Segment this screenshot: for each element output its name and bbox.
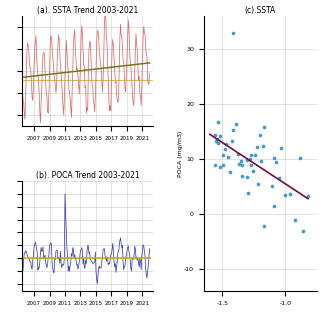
Point — [271, 155, 276, 160]
Point — [230, 128, 235, 133]
Point — [214, 136, 220, 141]
Point — [217, 164, 222, 170]
Point — [269, 183, 275, 188]
Title: (a). SSTA Trend 2003-2021: (a). SSTA Trend 2003-2021 — [37, 6, 138, 15]
Point — [222, 147, 228, 152]
Point — [235, 151, 240, 156]
Point — [298, 156, 303, 161]
Point — [247, 156, 252, 162]
Point — [261, 224, 266, 229]
Point — [215, 140, 220, 145]
Point — [245, 158, 250, 163]
Point — [238, 158, 244, 164]
Point — [230, 30, 235, 35]
Point — [229, 139, 234, 144]
Point — [283, 192, 288, 197]
Point — [271, 204, 276, 209]
Point — [220, 153, 226, 158]
Point — [252, 152, 258, 157]
Point — [258, 132, 263, 137]
Point — [249, 162, 254, 167]
Point — [276, 175, 282, 180]
Point — [213, 132, 218, 137]
Point — [215, 120, 220, 125]
Point — [245, 190, 251, 196]
Y-axis label: POCA (mg/m3): POCA (mg/m3) — [178, 131, 182, 177]
Point — [227, 170, 232, 175]
Point — [244, 174, 250, 179]
Point — [300, 229, 305, 234]
Point — [250, 168, 255, 173]
Point — [236, 161, 241, 166]
Point — [220, 162, 226, 167]
Point — [274, 160, 279, 165]
Point — [226, 155, 231, 160]
Point — [234, 121, 239, 126]
Point — [287, 191, 292, 196]
Point — [214, 138, 219, 143]
Point — [239, 163, 244, 168]
Point — [259, 159, 264, 164]
Point — [218, 133, 223, 138]
Point — [248, 152, 253, 157]
Point — [305, 194, 310, 199]
Point — [260, 144, 266, 149]
Point — [239, 173, 244, 178]
Point — [255, 182, 260, 187]
Point — [292, 217, 298, 222]
Title: (c).SSTA: (c).SSTA — [244, 6, 276, 15]
Title: (b). POCA Trend 2003-2021: (b). POCA Trend 2003-2021 — [36, 171, 139, 180]
Point — [213, 162, 218, 167]
Point — [254, 144, 260, 149]
Point — [261, 124, 267, 130]
Point — [278, 146, 284, 151]
Point — [223, 141, 228, 147]
